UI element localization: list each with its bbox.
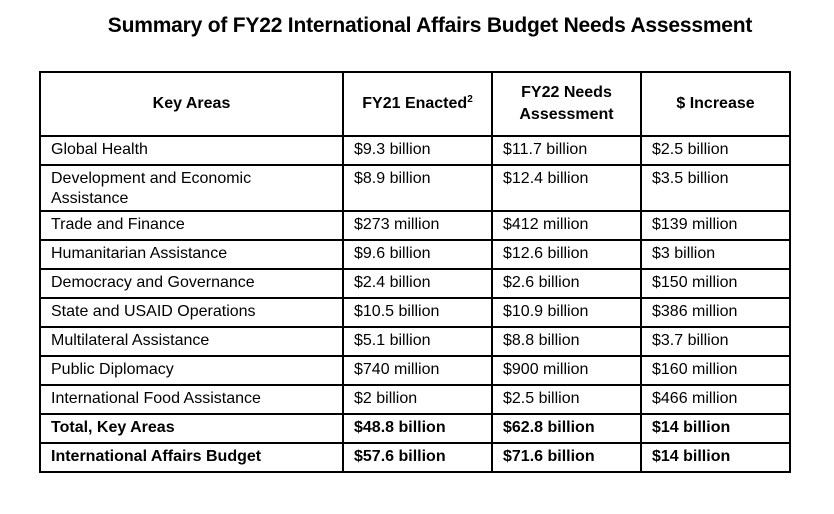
- table-row: State and USAID Operations $10.5 billion…: [39, 297, 791, 328]
- cell-increase: $2.5 billion: [640, 135, 791, 166]
- cell-area: Development and Economic Assistance: [39, 164, 344, 212]
- cell-fy21: $10.5 billion: [342, 297, 493, 328]
- cell-fy22: $900 million: [491, 355, 642, 386]
- table-row: Multilateral Assistance $5.1 billion $8.…: [39, 326, 791, 357]
- table-row: Humanitarian Assistance $9.6 billion $12…: [39, 239, 791, 270]
- cell-increase: $466 million: [640, 384, 791, 415]
- header-fy21-label: FY21 Enacted: [362, 95, 468, 112]
- table-row: Development and Economic Assistance $8.9…: [39, 164, 791, 212]
- cell-fy22: $412 million: [491, 210, 642, 241]
- cell-area: Trade and Finance: [39, 210, 344, 241]
- cell-area: International Food Assistance: [39, 384, 344, 415]
- cell-fy22: $2.5 billion: [491, 384, 642, 415]
- cell-fy21: $9.6 billion: [342, 239, 493, 270]
- budget-table: Key Areas FY21 Enacted2 FY22 Needs Assess…: [39, 71, 791, 473]
- header-fy22-line1: FY22 Needs: [521, 84, 612, 101]
- cell-fy22: $12.6 billion: [491, 239, 642, 270]
- cell-fy21: $273 million: [342, 210, 493, 241]
- total-row: Total, Key Areas $48.8 billion $62.8 bil…: [39, 413, 791, 444]
- table-header-row: Key Areas FY21 Enacted2 FY22 Needs Assess…: [39, 71, 791, 137]
- cell-fy21: $9.3 billion: [342, 135, 493, 166]
- cell-fy21: $2.4 billion: [342, 268, 493, 299]
- cell-fy21: $5.1 billion: [342, 326, 493, 357]
- header-fy22-needs: FY22 Needs Assessment: [491, 71, 642, 137]
- cell-area: State and USAID Operations: [39, 297, 344, 328]
- footnote-marker: 2: [467, 94, 473, 105]
- total-row: International Affairs Budget $57.6 billi…: [39, 442, 791, 473]
- cell-area: International Affairs Budget: [39, 442, 344, 473]
- cell-increase: $14 billion: [640, 442, 791, 473]
- header-key-areas: Key Areas: [39, 71, 344, 137]
- cell-increase: $3 billion: [640, 239, 791, 270]
- cell-increase: $3.7 billion: [640, 326, 791, 357]
- cell-area: Democracy and Governance: [39, 268, 344, 299]
- table-row: Global Health $9.3 billion $11.7 billion…: [39, 135, 791, 166]
- cell-area: Multilateral Assistance: [39, 326, 344, 357]
- cell-fy21: $8.9 billion: [342, 164, 493, 212]
- cell-area: Public Diplomacy: [39, 355, 344, 386]
- cell-fy21: $48.8 billion: [342, 413, 493, 444]
- table-row: Democracy and Governance $2.4 billion $2…: [39, 268, 791, 299]
- cell-fy22: $8.8 billion: [491, 326, 642, 357]
- cell-increase: $160 million: [640, 355, 791, 386]
- cell-increase: $386 million: [640, 297, 791, 328]
- cell-increase: $3.5 billion: [640, 164, 791, 212]
- cell-area: Global Health: [39, 135, 344, 166]
- cell-increase: $150 million: [640, 268, 791, 299]
- cell-increase: $14 billion: [640, 413, 791, 444]
- cell-fy22: $71.6 billion: [491, 442, 642, 473]
- header-fy21-enacted: FY21 Enacted2: [342, 71, 493, 137]
- cell-fy22: $12.4 billion: [491, 164, 642, 212]
- cell-increase: $139 million: [640, 210, 791, 241]
- cell-fy21: $2 billion: [342, 384, 493, 415]
- cell-fy22: $11.7 billion: [491, 135, 642, 166]
- header-increase: $ Increase: [640, 71, 791, 137]
- table-row: Trade and Finance $273 million $412 mill…: [39, 210, 791, 241]
- cell-area: Total, Key Areas: [39, 413, 344, 444]
- cell-fy21: $57.6 billion: [342, 442, 493, 473]
- header-fy22-line2: Assessment: [519, 106, 614, 123]
- cell-fy22: $2.6 billion: [491, 268, 642, 299]
- cell-fy21: $740 million: [342, 355, 493, 386]
- page-title: Summary of FY22 International Affairs Bu…: [107, 14, 753, 37]
- table-row: International Food Assistance $2 billion…: [39, 384, 791, 415]
- table-row: Public Diplomacy $740 million $900 milli…: [39, 355, 791, 386]
- cell-area: Humanitarian Assistance: [39, 239, 344, 270]
- cell-fy22: $62.8 billion: [491, 413, 642, 444]
- cell-fy22: $10.9 billion: [491, 297, 642, 328]
